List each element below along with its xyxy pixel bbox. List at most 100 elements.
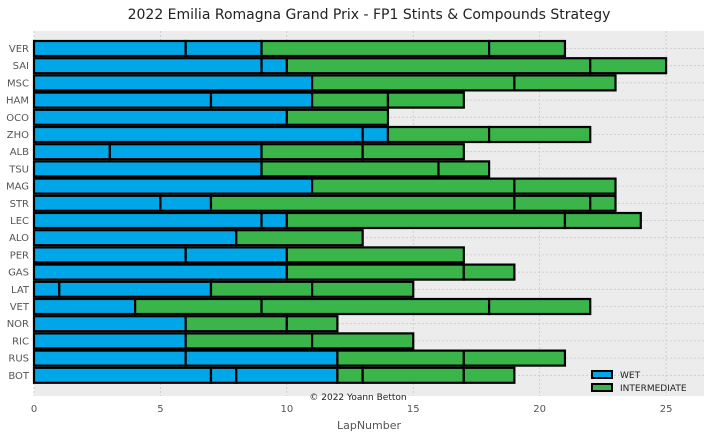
stint-bar (589, 194, 617, 212)
driver-label: NOR (7, 319, 29, 330)
stint-bar (235, 229, 364, 247)
stint-bar (32, 57, 263, 75)
x-tick-label: 10 (280, 404, 293, 415)
x-axis-label: LapNumber (337, 419, 402, 432)
stint-bar (285, 315, 339, 333)
stint-bar (32, 246, 187, 264)
chart-title: 2022 Emilia Romagna Grand Prix - FP1 Sti… (128, 7, 611, 23)
stint-bar (32, 194, 162, 212)
stint-bar (513, 74, 617, 92)
stint-bar (513, 194, 592, 212)
y-axis-labels: VER SAI MSC HAM OCO ZHO ALB TSU MAG STR LEC ALO PER G… (6, 44, 30, 382)
driver-label: MSC (7, 78, 29, 89)
stint-bar (209, 91, 314, 109)
stint-bar (184, 349, 339, 367)
stint-bar (32, 74, 314, 92)
stint-bar (260, 160, 440, 178)
driver-label: OCO (6, 113, 29, 124)
stint-bar (311, 332, 415, 350)
stint-bar (32, 125, 364, 144)
stint-bar (32, 263, 288, 281)
driver-label: TSU (8, 164, 29, 175)
stint-bar (285, 57, 592, 75)
driver-label: VET (10, 302, 30, 313)
stint-bar (58, 280, 213, 298)
stint-bar (32, 177, 314, 195)
stint-bar (260, 297, 491, 316)
driver-label: MAG (6, 182, 29, 193)
stint-bar (462, 349, 567, 367)
stint-bar (361, 366, 465, 384)
stint-bar (108, 143, 263, 161)
stint-bar (32, 332, 187, 350)
x-tick-label: 0 (31, 404, 37, 415)
stint-bar (336, 349, 465, 367)
x-tick-label: 20 (533, 404, 546, 415)
stint-bar (209, 194, 516, 212)
x-tick-label: 5 (157, 404, 163, 415)
driver-label: PER (10, 250, 29, 261)
stint-bar (32, 366, 213, 384)
x-axis-ticks: 0 5 10 15 20 25 (31, 404, 673, 415)
stint-bar (336, 366, 364, 384)
stint-bar (285, 246, 465, 264)
stint-bar (311, 74, 516, 92)
stint-bar (462, 366, 516, 384)
x-tick-label: 25 (660, 404, 673, 415)
driver-label: ZHO (7, 130, 29, 141)
legend-label: INTERMEDIATE (620, 384, 687, 394)
stint-bar (260, 211, 288, 230)
stint-bar (209, 280, 314, 298)
driver-label: SAI (13, 61, 29, 72)
stint-bar (311, 91, 390, 109)
stint-bar (209, 366, 238, 384)
stint-bar (487, 297, 592, 316)
stint-bar (437, 160, 491, 178)
stint-bar (32, 349, 187, 367)
driver-label: STR (10, 199, 29, 210)
stint-bars (32, 39, 668, 384)
driver-label: ALB (10, 147, 29, 158)
stint-bar (487, 125, 592, 144)
driver-label: HAM (6, 96, 29, 107)
driver-label: BOT (8, 371, 30, 382)
driver-label: LEC (10, 216, 29, 227)
stint-bar (361, 125, 390, 144)
stint-bar (32, 160, 263, 178)
stint-bar (311, 280, 415, 298)
stint-bar (184, 246, 288, 264)
driver-label: ALO (9, 233, 29, 244)
stint-bar (184, 315, 288, 333)
stint-bar (159, 194, 213, 212)
credit-text: © 2022 Yoann Betton (309, 393, 406, 403)
stint-bar (32, 229, 238, 247)
stint-bar (32, 91, 213, 109)
stint-bar (184, 332, 314, 350)
legend-swatch (591, 370, 613, 379)
stint-bar (32, 108, 288, 126)
legend: WET INTERMEDIATE (591, 370, 687, 394)
driver-label: RIC (12, 336, 29, 347)
stint-bar (32, 315, 187, 333)
legend-label: WET (620, 371, 641, 381)
stint-bar (513, 177, 617, 195)
stint-bar (184, 39, 263, 58)
stint-bar (32, 211, 263, 230)
stint-bar (32, 297, 137, 316)
stint-bar (285, 263, 465, 281)
stint-bar (32, 143, 111, 161)
driver-label: GAS (8, 268, 29, 279)
stint-bar (589, 57, 668, 75)
legend-swatch (591, 383, 613, 392)
stint-bar (361, 143, 465, 161)
stint-bar (487, 39, 567, 58)
stint-bar (311, 177, 516, 195)
driver-label: LAT (11, 285, 30, 296)
stint-bar (260, 57, 288, 75)
stint-bar (285, 211, 567, 230)
stint-bar (260, 143, 364, 161)
stint-bar (235, 366, 339, 384)
stint-bar (386, 91, 465, 109)
driver-label: RUS (8, 354, 29, 365)
